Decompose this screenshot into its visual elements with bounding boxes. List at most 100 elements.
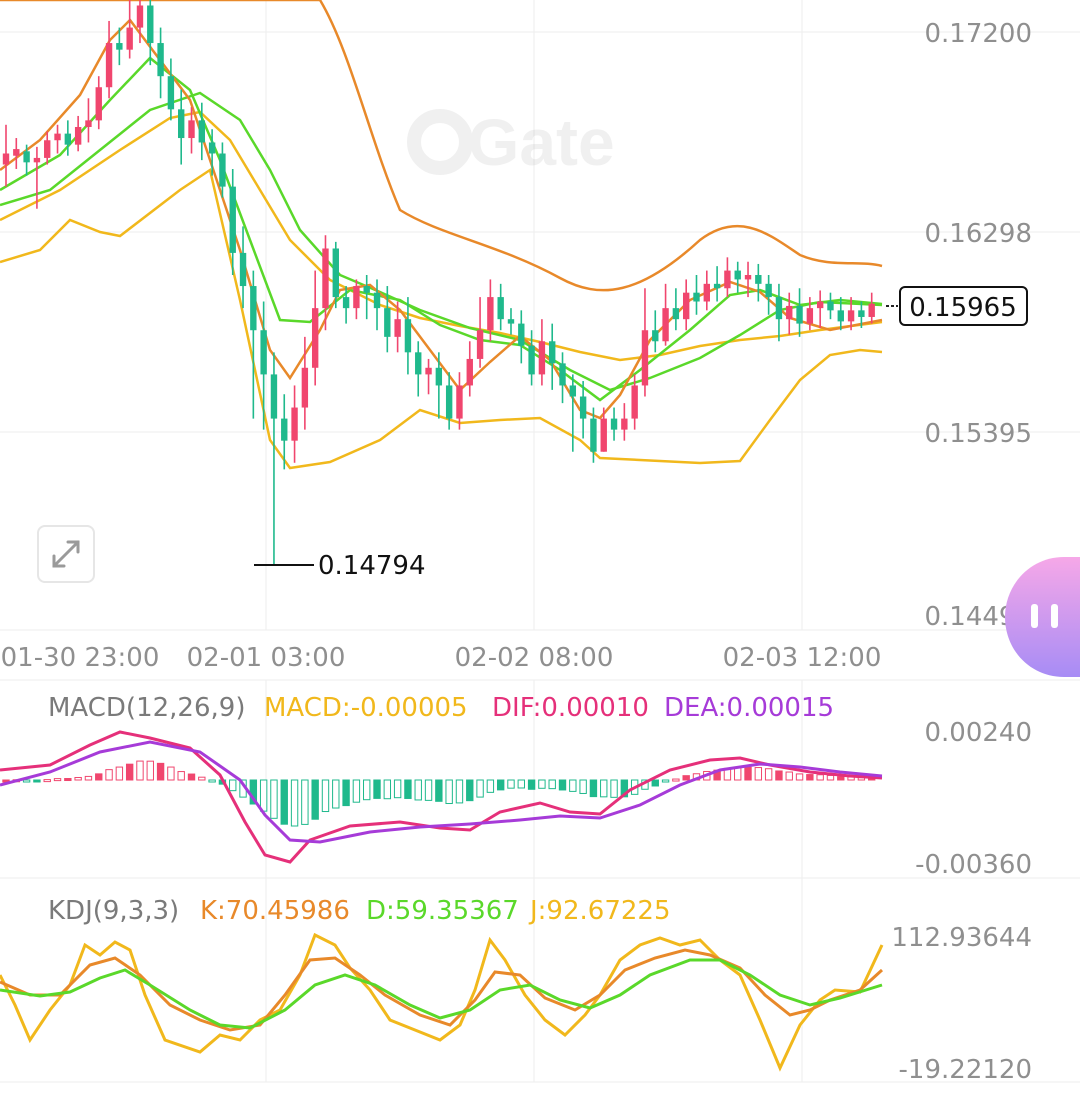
macd-bar	[177, 771, 185, 781]
candle	[456, 372, 463, 430]
kdj-y-tick: -19.22120	[899, 1055, 1032, 1085]
candle-body	[786, 305, 793, 320]
kdj-d-line	[0, 958, 883, 1030]
candle	[270, 352, 278, 565]
candle-body	[147, 5, 154, 44]
candle-body	[415, 352, 422, 375]
macd-bar	[290, 779, 299, 827]
candle-body	[796, 305, 803, 324]
candle-body	[188, 120, 195, 139]
candle	[239, 226, 247, 309]
floating-assistant-button[interactable]	[1005, 557, 1080, 677]
candle-body	[54, 133, 61, 141]
kdj-y-axis: 112.93644 -19.22120	[891, 923, 1032, 1085]
candle	[744, 261, 752, 298]
macd-bar	[806, 774, 814, 781]
candle	[136, 0, 144, 44]
candle	[775, 283, 783, 342]
candle	[342, 286, 350, 324]
macd-bar	[455, 779, 464, 804]
macd-bar	[775, 770, 783, 781]
candle-body	[518, 323, 525, 346]
candle	[528, 330, 535, 386]
macd-header: MACD(12,26,9) MACD:-0.00005 DIF:0.00010 …	[48, 693, 834, 723]
candle-body	[827, 301, 834, 311]
candle-body	[631, 385, 638, 419]
time-x-tick: 02-02 08:00	[455, 643, 614, 673]
macd-bar	[301, 779, 309, 825]
candle	[755, 263, 762, 302]
macd-bar	[734, 767, 742, 781]
candle-body	[641, 330, 649, 386]
macd-bar	[136, 760, 144, 781]
candle-body	[713, 283, 721, 289]
macd-title: MACD(12,26,9)	[48, 693, 245, 723]
macd-bar	[342, 779, 350, 807]
time-x-tick: 02-01 03:00	[187, 643, 346, 673]
candle-body	[342, 297, 350, 309]
macd-bar	[280, 779, 288, 825]
candle	[466, 341, 473, 397]
macd-bar	[610, 779, 618, 798]
macd-bar	[229, 779, 237, 792]
candle-body	[167, 76, 175, 110]
macd-bar	[125, 763, 134, 781]
candle-body	[373, 292, 381, 309]
macd-bar	[754, 767, 763, 781]
candle	[54, 124, 61, 154]
candle-body	[672, 308, 680, 320]
macd-bar	[466, 779, 474, 802]
macd-bar	[837, 776, 845, 781]
pill-bar-icon	[1031, 604, 1038, 628]
macd-dif-line	[0, 730, 883, 864]
candle	[847, 297, 855, 331]
candle-body	[703, 283, 710, 302]
candle-body	[435, 367, 443, 386]
candle	[322, 235, 329, 331]
candle	[85, 98, 92, 143]
fullscreen-button[interactable]	[37, 525, 95, 583]
candle	[188, 107, 195, 154]
macd-bar	[682, 775, 690, 781]
macd-bar	[600, 779, 608, 798]
candle	[105, 20, 113, 99]
candle-body	[33, 157, 41, 163]
candle	[549, 323, 556, 390]
candle-body	[394, 319, 401, 337]
candle-body	[178, 109, 185, 139]
macd-bar	[826, 774, 835, 781]
candle	[44, 131, 51, 165]
candle	[796, 288, 803, 337]
time-x-tick: 01-30 23:00	[1, 643, 160, 673]
macd-bar	[527, 779, 536, 790]
candle-body	[270, 374, 278, 419]
candle-body	[816, 301, 824, 309]
candle-body	[363, 286, 370, 293]
boll-mid-line	[0, 110, 883, 362]
kdj-j-value: J:92.67225	[528, 896, 671, 926]
macd-bar	[785, 771, 793, 781]
candle-body	[806, 308, 814, 324]
candle-body	[476, 330, 484, 359]
candle-body	[621, 418, 628, 430]
candle-body	[281, 418, 288, 441]
candle	[559, 352, 566, 404]
candle-body	[311, 308, 319, 368]
candle	[13, 138, 20, 169]
candle-body	[775, 297, 783, 320]
ma-orange-line	[0, 18, 883, 420]
price-y-tick: 0.16298	[924, 219, 1032, 249]
macd-bar	[146, 760, 154, 781]
candle	[631, 374, 638, 430]
macd-bar	[476, 779, 484, 798]
candle-body	[858, 310, 865, 317]
candle	[652, 310, 659, 353]
kdj-k-value: K:70.45986	[200, 896, 350, 926]
candle	[157, 27, 164, 99]
macd-y-tick: 0.00240	[924, 718, 1032, 748]
macd-bar	[74, 776, 82, 781]
candle-body	[157, 43, 164, 77]
candle	[373, 279, 381, 331]
macd-bar	[672, 778, 680, 782]
price-grid	[0, 0, 1080, 1083]
